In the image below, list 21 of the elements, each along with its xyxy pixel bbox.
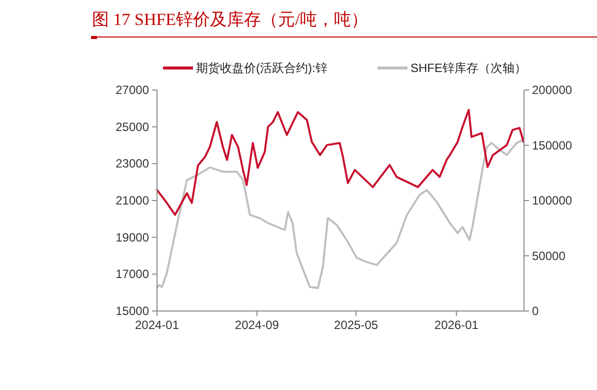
y-tick-label: 21000: [116, 194, 150, 208]
x-tick-label: 2025-05: [334, 318, 378, 332]
legend-label: SHFE锌库存（次轴）: [410, 61, 527, 75]
y-tick-label: 23000: [116, 156, 150, 171]
y2-tick-label: 100000: [532, 194, 572, 208]
y2-tick-label: 50000: [532, 248, 566, 263]
chart-title: 图 17 SHFE锌价及库存（元/吨，吨）: [92, 10, 368, 29]
x-tick-label: 2024-01: [134, 318, 180, 332]
y-tick-label: 25000: [116, 120, 150, 134]
y-tick-label: 17000: [116, 267, 150, 282]
legend-label: 期货收盘价(活跃合约):锌: [196, 61, 328, 75]
y-tick-label: 27000: [116, 83, 150, 97]
y-tick-label: 15000: [116, 304, 150, 318]
line-series: [156, 108, 525, 216]
x-tick-label: 2026-01: [434, 318, 479, 332]
y2-tick-label: 0: [532, 304, 539, 318]
y2-tick-label: 150000: [532, 138, 572, 152]
line-series: [156, 139, 524, 290]
x-tick-label: 2024-09: [234, 318, 280, 332]
y-tick-label: 19000: [116, 230, 150, 244]
y2-tick-label: 200000: [532, 83, 572, 97]
